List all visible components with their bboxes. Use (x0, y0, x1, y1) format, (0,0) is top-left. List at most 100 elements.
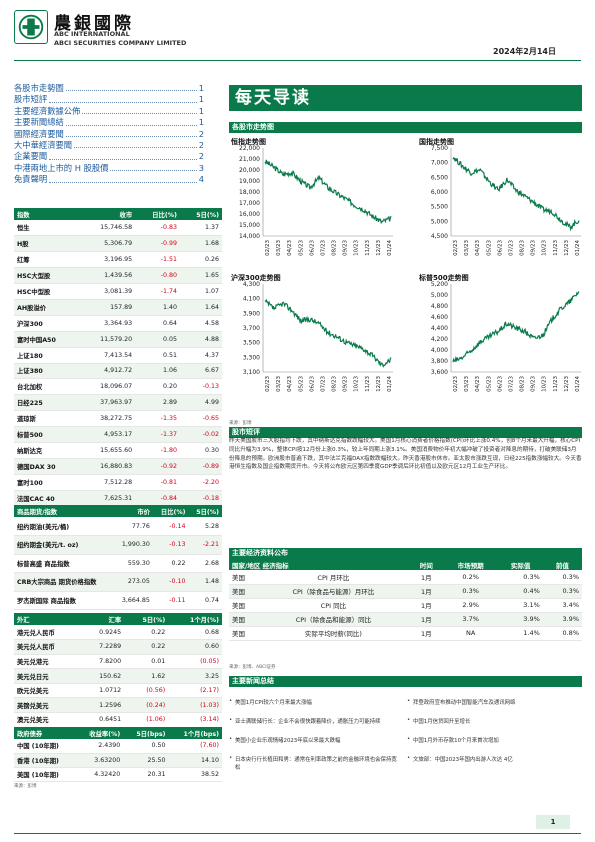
table-cell: 0.3% (542, 584, 582, 599)
table-cell: (0.56) (124, 683, 169, 699)
x-tick-label: 07/23 (508, 240, 514, 256)
x-tick-label: 07/23 (508, 376, 514, 392)
toc-item-page: 3 (198, 162, 204, 173)
table-cell: 559.30 (113, 554, 153, 573)
news-item[interactable]: • 拜登政府宣布推动中国智能汽车及通讯网络 (407, 698, 579, 717)
table-cell: CPI 月环比 (257, 570, 410, 585)
toc-item[interactable]: 免責聲明 4 (14, 174, 204, 185)
column-header: 日比(%) (135, 208, 180, 220)
abc-logo-icon (18, 14, 44, 40)
news-item[interactable]: • 美国1月CPI较六个月来最大涨幅 (229, 698, 401, 717)
column-header: 收市 (79, 208, 136, 220)
toc-item[interactable]: 主要經濟數據公佈 1 (14, 106, 204, 117)
table-cell: 日经225 (14, 394, 80, 412)
table-cell: 4.58 (179, 315, 222, 332)
x-tick-label: 10/23 (354, 240, 360, 256)
table-cell: HSC中型股 (14, 283, 80, 300)
table-row: 美国 实际平均时薪(同比) 1月 NA 1.4% 0.8% (229, 626, 582, 641)
table-cell: -0.65 (179, 410, 222, 428)
table-cell: -0.80 (135, 267, 180, 285)
table-cell: 香港 (10年期) (14, 753, 76, 768)
table-row: 美元兑港元 7.8200 0.01 (0.05) (14, 654, 222, 670)
y-tick-label: 6,500 (431, 174, 448, 181)
table-cell: 1月 (409, 584, 443, 599)
table-cell: 0.22 (152, 554, 189, 573)
table-row: 港元兑人民币 0.9245 0.22 0.68 (14, 625, 222, 641)
news-item[interactable]: • 美国小企业乐观情绪2023年底以来最大跌幅 (229, 736, 401, 755)
table-row: 法国CAC 40 7,625.31 -0.84 -0.18 (14, 490, 222, 507)
x-tick-label: 02/23 (453, 240, 459, 256)
table-cell: 美国 (229, 598, 257, 613)
table-cell: 纽约期金(美元/t. oz) (14, 535, 114, 555)
toc-item[interactable]: 國際經濟要聞 2 (14, 129, 204, 140)
report-date: 2024年2月14日 (493, 47, 556, 56)
x-tick-label: 10/23 (542, 240, 548, 256)
table-cell: 4.37 (179, 347, 222, 364)
table-cell: 0.22 (124, 625, 169, 641)
table-cell: 标普500 (14, 426, 80, 443)
table-cell: 0.68 (168, 625, 222, 641)
bullet-icon: • (229, 698, 233, 704)
table-cell: 0.6451 (81, 712, 125, 728)
news-item[interactable]: • 文旅部：中国2023年国内出游人次达 4亿 (407, 755, 579, 774)
column-header: 5日(%) (188, 505, 222, 517)
table-cell: 38.52 (168, 767, 222, 783)
x-tick-label: 02/23 (453, 376, 459, 392)
table-row: 欧元兑美元 1.0712 (0.56) (2.17) (14, 683, 222, 699)
column-header: 5日(%) (179, 208, 222, 220)
bullet-icon: • (407, 717, 411, 723)
table-cell: 1.68 (179, 235, 222, 253)
table-cell: 1,439.56 (79, 267, 136, 285)
toc-leader (65, 117, 197, 126)
table-cell: 1月 (409, 598, 443, 613)
toc-leader (65, 129, 197, 137)
x-tick-label: 07/23 (320, 240, 326, 256)
news-item[interactable]: • 亚士满联储行长：企业不会很快跟着降价，通胀压力可能持续 (229, 717, 401, 736)
table-row: 罗杰斯国际 商品指数 3,664.85 -0.11 0.74 (14, 591, 222, 610)
y-tick-label: 5,500 (431, 204, 448, 211)
table-cell: 1.06 (135, 363, 180, 380)
column-header: 1个月(%) (168, 613, 222, 625)
table-cell: 0.64 (135, 315, 180, 332)
table-cell: 273.05 (113, 572, 153, 592)
table-row: 美元兑人民币 7.2289 0.22 0.60 (14, 639, 222, 655)
table-cell: -0.11 (152, 591, 189, 610)
toc-item[interactable]: 大中華經濟要聞 2 (14, 140, 204, 151)
table-cell: 1.2596 (81, 697, 125, 714)
eco-source: 来源：彭博、ABCI证券 (229, 665, 276, 670)
toc-item[interactable]: 股市短評 1 (14, 94, 204, 105)
table-cell: 0.4% (498, 584, 543, 599)
column-header: 政府债券 (14, 727, 76, 739)
news-item[interactable]: • 日本央行行长植田和男：通常在利率政策之前的金融环境也会保持宽松 (229, 755, 401, 774)
toc-item-title: 股市短評 (14, 94, 48, 105)
x-tick-label: 03/23 (464, 376, 470, 392)
bonds-source: 来源：彭博 (14, 784, 37, 789)
table-cell: 4,953.17 (79, 426, 136, 443)
series-line (264, 298, 392, 368)
page-title: 每天导读 (229, 85, 582, 111)
footer-divider (14, 833, 581, 834)
table-row: HSC大型股 1,439.56 -0.80 1.65 (14, 267, 222, 285)
toc-item[interactable]: 各股市走勢圖 1 (14, 83, 204, 94)
table-cell: 7,512.28 (79, 474, 136, 491)
y-tick-label: 18,000 (239, 189, 260, 196)
news-item[interactable]: • 中国1月外币存款10个月来首次增加 (407, 736, 579, 755)
table-row: 美国 CPI 同比 1月 2.9% 3.1% 3.4% (229, 598, 582, 613)
fx-table: 外汇 汇率 5日(%) 1个月(%) 港元兑人民币 0.9245 0.22 0.68 美元兑人民… (14, 613, 222, 728)
toc-item[interactable]: 中港兩地上市的 H 股股價 3 (14, 163, 204, 174)
toc-item[interactable]: 主要新聞總結 1 (14, 117, 204, 128)
table-cell: 3.63200 (75, 753, 124, 768)
news-item[interactable]: • 中国1月信贷回升至增长 (407, 717, 579, 736)
table-cell: 3,664.85 (113, 591, 153, 610)
news-text: 中国1月信贷回升至增长 (413, 719, 471, 725)
table-cell: 英镑兑美元 (14, 697, 82, 714)
toc-item[interactable]: 企業要聞 2 (14, 151, 204, 162)
table-cell: H股 (14, 235, 80, 253)
table-cell: 7,413.54 (79, 347, 136, 364)
table-cell: 1.07 (179, 283, 222, 300)
brand-name-cn: 農銀國際 (54, 14, 134, 34)
table-cell: 美元兑港元 (14, 654, 82, 670)
table-cell: (1.03) (168, 697, 222, 714)
y-tick-label: 14,000 (239, 233, 260, 240)
